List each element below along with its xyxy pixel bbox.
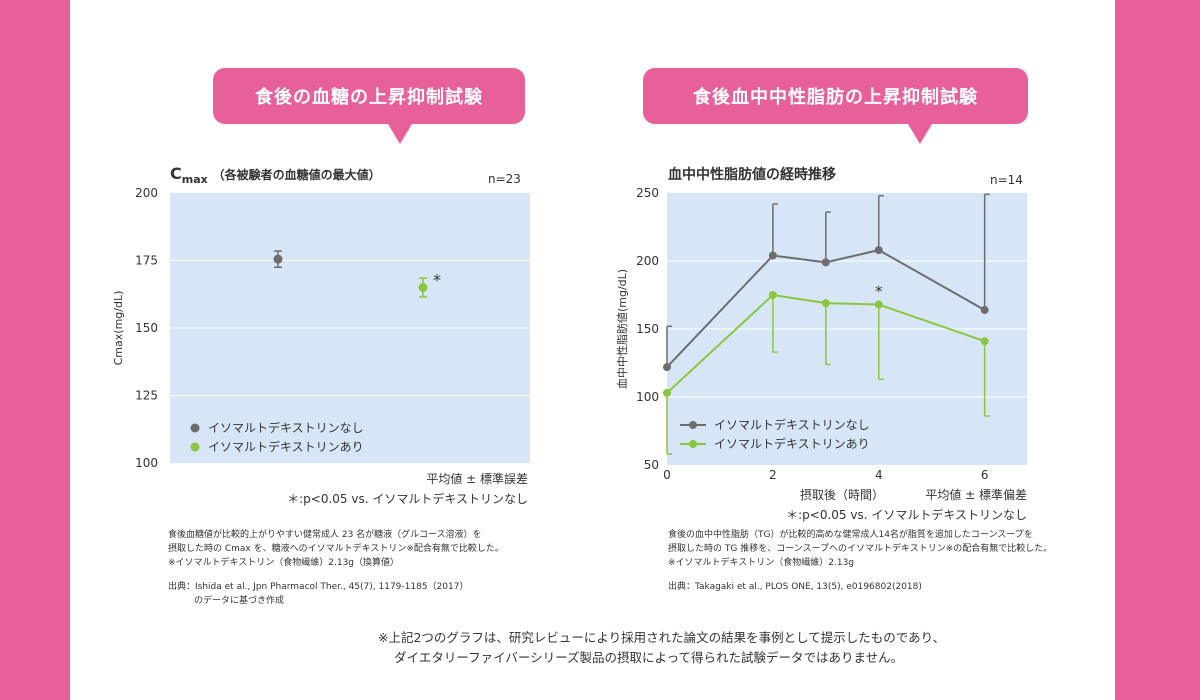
left-source-line-2: のデータに基づき作成 <box>194 596 285 606</box>
data-point <box>663 388 671 397</box>
left-source-line-1: 出典：Ishida et al., Jpn Pharmacol Ther., 4… <box>168 582 469 592</box>
y-tick-label: 200 <box>135 186 158 200</box>
x-tick-label: 2 <box>769 468 777 482</box>
left-note-1: 平均値 ± 標準誤差 <box>426 472 528 486</box>
right-n-label: n=14 <box>990 173 1023 187</box>
y-tick-label: 150 <box>636 322 659 336</box>
significance-mark: * <box>433 271 441 290</box>
data-point <box>980 337 989 346</box>
left-chart: 100 125 150 175 200 Cmax(mg/dL) イソマルトデキストリンなし *… <box>112 186 530 470</box>
legend-label: イソマルトデキストリンなし <box>714 417 870 432</box>
legend-marker <box>190 442 200 452</box>
y-tick-label: 100 <box>636 390 659 404</box>
right-x-axis-label: 摂取後（時間） <box>800 488 885 502</box>
legend-marker <box>190 423 200 433</box>
data-point <box>980 305 989 314</box>
right-description: 食後の血中中性脂肪（TG）が比較的高めな健常成人14名が脂質を追加したコーンスー… <box>668 528 1052 570</box>
y-tick-label: 100 <box>135 456 158 470</box>
left-bubble-tail <box>388 124 412 144</box>
y-axis-label: Cmax(mg/dL) <box>112 291 125 366</box>
y-tick-label: 125 <box>135 389 158 403</box>
left-n-label: n=23 <box>488 172 521 186</box>
footnote: ※上記2つのグラフは、研究レビューにより採用された論文の結果を事例として提示した… <box>378 628 945 668</box>
x-tick-label: 4 <box>875 468 883 482</box>
x-tick-label: 0 <box>663 468 671 482</box>
legend-label: イソマルトデキストリンなし <box>208 420 364 435</box>
significance-mark: * <box>875 283 883 301</box>
data-point <box>663 363 671 372</box>
y-tick-label: 250 <box>636 186 659 200</box>
cmax-sub: max <box>181 172 208 186</box>
right-heading-bubble: 食後血中中性脂肪の上昇抑制試験 <box>643 68 1028 124</box>
right-desc-line-2: 摂取した時の TG 推移を、コーンスープへのイソマルトデキストリン※の配合有無で… <box>668 544 1053 554</box>
y-tick-label: 200 <box>636 254 659 268</box>
left-note-2: ＊:p<0.05 vs. イソマルトデキストリンなし <box>287 492 528 506</box>
left-chart-caption: Cmax （各被験者の血糖値の最大値） <box>170 164 381 186</box>
data-point <box>874 246 883 255</box>
y-tick-label: 150 <box>135 321 158 335</box>
footnote-line-1: ※上記2つのグラフは、研究レビューにより採用された論文の結果を事例として提示した… <box>378 630 946 645</box>
right-note-1: 平均値 ± 標準偏差 <box>925 488 1027 502</box>
y-tick-label: 175 <box>135 254 158 268</box>
y-axis-label: 血中中性脂肪値(mg/dL) <box>615 269 629 389</box>
legend-label: イソマルトデキストリンあり <box>208 439 364 454</box>
right-source-line-1: 出典：Takagaki et al., PLOS ONE, 13(5), e01… <box>668 582 922 592</box>
y-tick-label: 50 <box>644 458 659 472</box>
right-desc-line-3: ※イソマルトデキストリン（食物繊維）2.13g <box>668 558 855 568</box>
legend-marker <box>689 440 697 448</box>
right-chart: 50 100 150 200 250 0 2 4 6 血中中性脂肪値(mg/dL) イソマルトデキス… <box>615 186 1027 482</box>
legend-label: イソマルトデキストリンあり <box>714 436 870 451</box>
right-source: 出典：Takagaki et al., PLOS ONE, 13(5), e01… <box>668 580 922 594</box>
data-point <box>418 283 428 292</box>
legend-marker <box>689 421 697 429</box>
data-point <box>768 291 777 299</box>
left-desc-line-1: 食後血糖値が比較的上がりやすい健常成人 23 名が糖液（グルコース溶液）を <box>168 530 482 540</box>
cmax-main: C <box>170 164 182 183</box>
left-heading-bubble: 食後の血糖の上昇抑制試験 <box>213 68 525 124</box>
left-heading-text: 食後の血糖の上昇抑制試験 <box>255 87 483 108</box>
data-point <box>821 299 830 308</box>
right-note-2: ＊:p<0.05 vs. イソマルトデキストリンなし <box>786 508 1027 522</box>
data-point <box>273 254 283 264</box>
left-source: 出典：Ishida et al., Jpn Pharmacol Ther., 4… <box>168 580 468 608</box>
right-bubble-tail <box>908 124 932 144</box>
right-chart-caption: 血中中性脂肪値の経時推移 <box>668 167 836 183</box>
data-point <box>874 300 883 309</box>
left-desc-line-3: ※イソマルトデキストリン（食物繊維）2.13g（換算値） <box>168 558 400 568</box>
footnote-line-2: ダイエタリーファイバーシリーズ製品の摂取によって得られた試験データではありません… <box>394 650 904 665</box>
left-description: 食後血糖値が比較的上がりやすい健常成人 23 名が糖液（グルコース溶液）を 摂取… <box>168 528 504 570</box>
cmax-caption-rest: （各被験者の血糖値の最大値） <box>212 168 381 182</box>
data-point <box>821 258 830 267</box>
right-desc-line-1: 食後の血中中性脂肪（TG）が比較的高めな健常成人14名が脂質を追加したコーンスー… <box>668 530 1033 540</box>
left-desc-line-2: 摂取した時の Cmax を、糖液へのイソマルトデキストリン※配合有無で比較した。 <box>168 544 504 554</box>
right-heading-text: 食後血中中性脂肪の上昇抑制試験 <box>693 87 978 108</box>
data-point <box>768 251 777 260</box>
x-tick-label: 6 <box>981 468 989 482</box>
